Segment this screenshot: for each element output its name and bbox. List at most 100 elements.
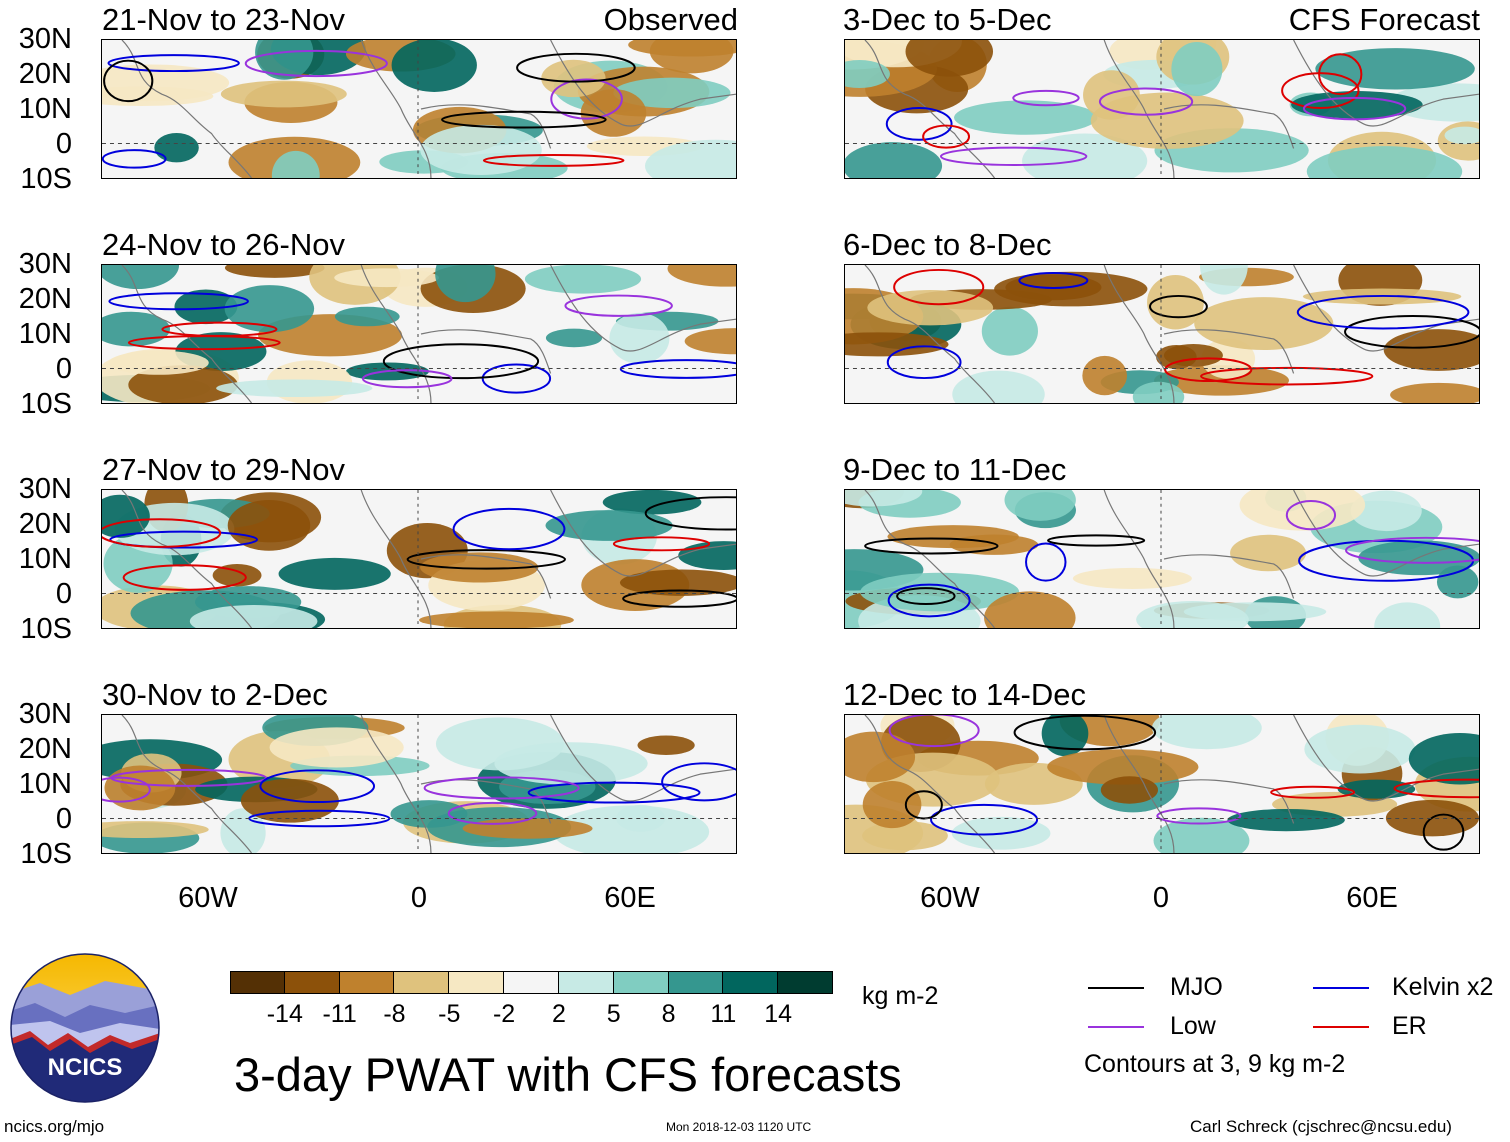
lon-label-0-left: 0 [410, 882, 428, 914]
lon-label-60w-left: 60W [178, 882, 238, 914]
lat-label-row4-3: 0 [55, 803, 72, 835]
lat-label-row2-0: 30N [18, 248, 72, 280]
low-contour [447, 801, 538, 825]
legend-low-label: Low [1170, 1012, 1216, 1040]
er-contour [1281, 72, 1360, 109]
colorbar-cell-5 [504, 971, 559, 994]
lon-label-60e-left: 60E [604, 882, 656, 914]
colorbar-cell-9 [723, 971, 779, 994]
er-contour [922, 124, 971, 149]
kelvin-contour [102, 149, 167, 169]
panel-title-fc-1: 3-Dec to 5-Dec [843, 2, 1052, 37]
lat-label-row3-1: 20N [18, 508, 72, 540]
lat-label-row2-3: 0 [55, 353, 72, 385]
mjo-contour [864, 537, 999, 555]
mjo-contour [1013, 715, 1157, 751]
coastline [121, 715, 736, 853]
main-title: 3-day PWAT with CFS forecasts [234, 1048, 902, 1101]
colorbar-cell-7 [613, 971, 669, 994]
pwat-field [845, 40, 1479, 178]
lat-label-row2-4: 10S [20, 388, 72, 420]
legend-mjo-swatch [1088, 987, 1144, 989]
pwat-field [845, 490, 1479, 628]
kelvin-contour [1025, 542, 1067, 582]
low-contour [361, 369, 453, 389]
kelvin-contour [481, 363, 552, 394]
lat-label-row1-0: 30N [18, 23, 72, 55]
mjo-contour [382, 343, 540, 380]
er-contour [612, 536, 711, 552]
pwat-field [102, 40, 736, 178]
forecast-label: CFS Forecast [1288, 2, 1480, 37]
pwat-field [845, 265, 1479, 403]
kelvin-contour [107, 54, 240, 73]
kelvin-contour [930, 803, 1039, 836]
lat-label-row3-3: 0 [55, 578, 72, 610]
mjo-contour [103, 59, 154, 103]
lat-label-row4-2: 10N [18, 768, 72, 800]
kelvin-contour [259, 769, 376, 804]
low-contour [1012, 89, 1080, 107]
coastline [864, 265, 1479, 403]
colorbar-cell-6 [558, 971, 614, 994]
coastline [121, 40, 736, 178]
er-contour [1164, 357, 1253, 383]
mjo-contour [1149, 294, 1208, 319]
colorbar-cell-3 [394, 971, 450, 994]
colorbar-label-3: -5 [438, 1000, 461, 1028]
map-panel-fc-2 [844, 264, 1480, 404]
legend-er-label: ER [1392, 1012, 1427, 1040]
low-contour [940, 146, 1088, 166]
map-panel-fc-4 [844, 714, 1480, 854]
kelvin-contour [885, 107, 953, 141]
kelvin-contour [1018, 271, 1089, 289]
lat-label-row1-1: 20N [18, 58, 72, 90]
lon-label-60w-right: 60W [920, 882, 980, 914]
legend-low-swatch [1088, 1026, 1144, 1028]
colorbar-cell-8 [668, 971, 724, 994]
lat-label-row4-0: 30N [18, 698, 72, 730]
coastline [864, 490, 1479, 628]
mjo-contour [516, 52, 636, 83]
kelvin-contour [661, 762, 736, 802]
map-panel-obs-4 [101, 714, 737, 854]
panel-title-fc-3: 9-Dec to 11-Dec [843, 452, 1067, 487]
map-panel-fc-1 [844, 39, 1480, 179]
mjo-contour [644, 496, 736, 531]
lat-label-row1-4: 10S [20, 163, 72, 195]
er-contour [1318, 53, 1363, 96]
pwat-field [102, 715, 736, 853]
lat-label-row3-2: 10N [18, 543, 72, 575]
map-panel-obs-1 [101, 39, 737, 179]
footer-url[interactable]: ncics.org/mjo [4, 1117, 105, 1136]
er-contour [893, 268, 985, 306]
lat-label-row1-2: 10N [18, 93, 72, 125]
coastline [864, 40, 1479, 178]
lat-label-row1-3: 0 [55, 128, 72, 160]
low-contour [1302, 96, 1407, 121]
mjo-contour [622, 589, 736, 608]
mjo-contour [1344, 314, 1479, 349]
lat-label-row2-2: 10N [18, 318, 72, 350]
colorbar-cell-1 [284, 971, 340, 994]
lat-label-row4-1: 20N [18, 733, 72, 765]
legend-mjo-label: MJO [1170, 973, 1223, 1001]
colorbar-label-0: -14 [266, 1000, 303, 1028]
mjo-contour [406, 549, 566, 570]
lon-label-60e-right: 60E [1346, 882, 1398, 914]
footer-author: Carl Schreck (cjschrec@ncsu.edu) [1190, 1117, 1452, 1136]
panel-title-fc-2: 6-Dec to 8-Dec [843, 227, 1052, 262]
colorbar-label-7: 8 [661, 1000, 676, 1028]
kelvin-contour [886, 345, 962, 380]
kelvin-contour [887, 583, 971, 618]
colorbar-label-2: -8 [383, 1000, 406, 1028]
coastline [864, 715, 1479, 853]
lon-label-0-right: 0 [1152, 882, 1170, 914]
kelvin-contour [452, 507, 566, 551]
colorbar-label-9: 14 [764, 1000, 793, 1028]
mjo-contour [441, 110, 607, 129]
colorbar-cell-0 [230, 971, 285, 994]
low-contour [1285, 500, 1337, 531]
low-contour [564, 294, 673, 317]
panel-title-fc-4: 12-Dec to 14-Dec [843, 677, 1086, 712]
